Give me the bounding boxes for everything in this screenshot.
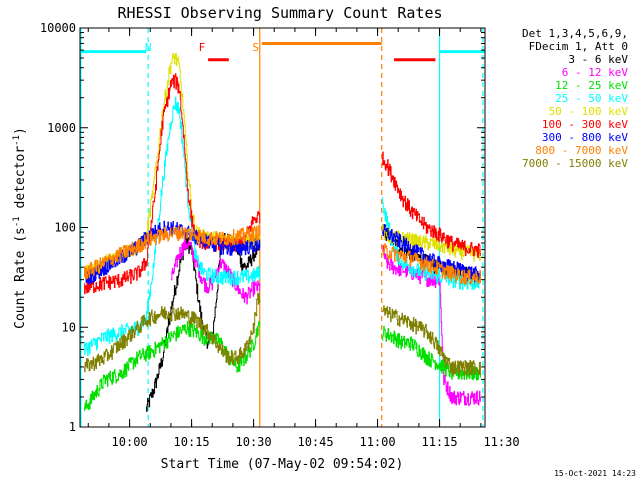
- marker-label-0: N: [145, 41, 152, 54]
- legend-entry-8: 7000 - 15000 keV: [522, 157, 628, 170]
- series-line-7-seg-1: [382, 243, 481, 285]
- y-tick-label-2: 100: [54, 221, 76, 235]
- series-line-3-seg-0: [84, 96, 261, 357]
- x-tick-label-6: 11:30: [483, 435, 519, 449]
- y-axis-label-tail: detector: [13, 146, 28, 217]
- legend-header-0: Det 1,3,4,5,6,9,: [522, 27, 628, 40]
- y-tick-label-0: 1: [69, 420, 76, 434]
- x-tick-label-1: 10:15: [174, 435, 210, 449]
- legend-entry-4: 50 - 100 keV: [549, 105, 629, 118]
- y-axis-label: Count Rate (s-1 detector-1): [12, 127, 28, 329]
- marker-label-2: S: [252, 41, 259, 54]
- legend-entry-5: 100 - 300 keV: [542, 118, 628, 131]
- axes: 1 10 100 1000 10000 10:00 10:15 10:30 10:45 11:00…: [40, 21, 520, 449]
- legend-entry-7: 800 - 7000 keV: [535, 144, 628, 157]
- series-line-0-seg-0: [146, 233, 261, 412]
- y-tick-label-3: 1000: [47, 121, 76, 135]
- series-line-7-seg-0: [84, 225, 261, 280]
- y-axis-label-end: ): [13, 127, 28, 135]
- series-line-8-seg-1: [382, 305, 481, 376]
- x-tick-label-3: 10:45: [297, 435, 333, 449]
- footer-timestamp: 15-Oct-2021 14:23: [554, 469, 636, 478]
- chart-title: RHESSI Observing Summary Count Rates: [117, 4, 442, 22]
- x-tick-label-2: 10:30: [236, 435, 272, 449]
- series-line-2-seg-1: [382, 325, 481, 381]
- legend-entry-2: 12 - 25 keV: [555, 79, 628, 92]
- legend-entry-1: 6 - 12 keV: [562, 66, 629, 79]
- legend: Det 1,3,4,5,6,9,FDecim 1, Att 03 - 6 keV…: [522, 27, 628, 170]
- legend-entry-3: 25 - 50 keV: [555, 92, 628, 105]
- series-line-5-seg-1: [382, 151, 481, 258]
- legend-header-1: FDecim 1, Att 0: [529, 40, 628, 53]
- series-layer: [84, 53, 481, 412]
- x-tick-label-0: 10:00: [112, 435, 148, 449]
- y-axis-label-sup2: -1: [12, 135, 22, 146]
- x-tick-label-5: 11:15: [421, 435, 457, 449]
- observing-markers: [80, 28, 484, 427]
- legend-entry-0: 3 - 6 keV: [568, 53, 628, 66]
- y-axis-label-main: Count Rate (s: [13, 227, 28, 329]
- y-axis-label-sup: -1: [12, 216, 22, 227]
- y-tick-label-4: 10000: [40, 21, 76, 35]
- marker-label-1: F: [199, 41, 206, 54]
- x-axis-label: Start Time (07-May-02 09:54:02): [161, 457, 404, 472]
- series-line-8-seg-0: [84, 292, 261, 373]
- series-line-2-seg-0: [84, 320, 261, 412]
- y-tick-label-1: 10: [62, 320, 76, 334]
- x-tick-label-4: 11:00: [359, 435, 395, 449]
- legend-entry-6: 300 - 800 keV: [542, 131, 628, 144]
